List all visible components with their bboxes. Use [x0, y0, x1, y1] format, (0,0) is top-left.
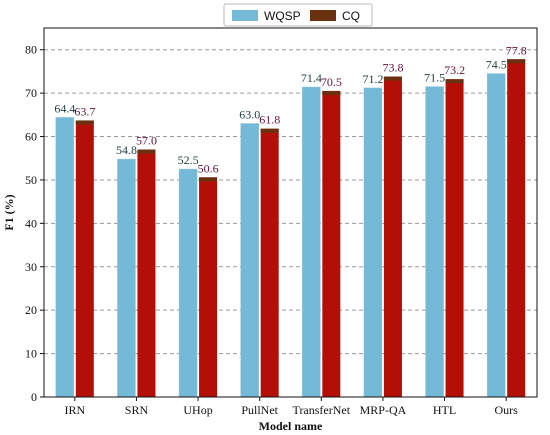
bar-cq-cap [260, 128, 279, 133]
bar-wqsp-uhop [178, 168, 198, 398]
y-tick-label: 50 [25, 173, 37, 187]
y-tick-label: 70 [25, 86, 37, 100]
bar-cq-cap [322, 90, 341, 95]
y-tick-label: 30 [25, 260, 37, 274]
bar-cq-mrp-qa [383, 76, 402, 397]
bar-wqsp-srn [117, 158, 136, 398]
bar-cq-irn [75, 120, 94, 398]
legend-label-cq: CQ [342, 9, 360, 23]
bar-cq-cap [137, 149, 156, 154]
bar-cq-uhop [199, 177, 218, 397]
value-label-cq: 73.2 [444, 63, 465, 77]
x-tick-label: IRN [64, 403, 85, 417]
value-label-wqsp: 71.4 [301, 71, 322, 85]
value-label-wqsp: 52.5 [178, 153, 199, 167]
x-tick-label: TransferNet [293, 403, 351, 417]
value-label-wqsp: 71.5 [424, 71, 445, 85]
x-tick-label: UHop [183, 403, 212, 417]
y-axis-title: F1 (%) [2, 194, 16, 230]
y-tick-label: 60 [25, 130, 37, 144]
value-label-wqsp: 63.0 [239, 108, 260, 122]
x-tick-label: MRP-QA [360, 403, 407, 417]
grid-lines [44, 49, 537, 355]
x-tick-label: PullNet [241, 403, 278, 417]
axes-layer: 0 10 20 30 40 50 60 70 80 IRN SRN UHop PullNet Transf… [2, 27, 538, 433]
bar-cq-cap [445, 79, 464, 84]
x-tick-label: SRN [125, 403, 149, 417]
value-label-cq: 63.7 [74, 104, 95, 118]
bar-wqsp-htl [425, 86, 444, 398]
value-label-cq: 73.8 [382, 61, 403, 75]
bar-wqsp-ours [486, 73, 506, 398]
x-tick-label: HTL [433, 403, 456, 417]
value-label-cq: 57.0 [136, 134, 157, 148]
value-label-cq: 70.5 [321, 75, 342, 89]
legend-swatch-cq [310, 10, 336, 21]
bar-cq-ours [507, 59, 526, 397]
value-label-cq: 50.6 [198, 161, 219, 175]
bar-cq-srn [137, 149, 156, 397]
x-tick-label: Ours [495, 403, 519, 417]
plot-frame [43, 27, 538, 398]
bar-wqsp-irn [55, 117, 75, 398]
value-label-wqsp: 54.8 [116, 143, 137, 157]
value-label-cq: 61.8 [259, 113, 280, 127]
value-label-wqsp: 71.2 [362, 72, 383, 86]
bar-wqsp-pullnet [240, 123, 259, 398]
bar-wqsp-transfernet [302, 86, 321, 398]
bar-cq-pullnet [260, 128, 279, 397]
bar-cq-htl [445, 79, 464, 397]
bar-cq-cap [199, 177, 218, 182]
bar-wqsp-mrp-qa [363, 87, 383, 398]
y-tick-label: 20 [25, 303, 37, 317]
x-axis-title: Model name [259, 419, 323, 433]
bar-cq-cap [507, 59, 526, 64]
bars-layer [55, 59, 526, 398]
legend-label-wqsp: WQSP [264, 9, 301, 23]
value-label-wqsp: 74.5 [486, 58, 507, 72]
bar-cq-transfernet [322, 90, 341, 398]
y-tick-label: 0 [31, 390, 37, 404]
y-tick-label: 40 [25, 216, 37, 230]
value-label-wqsp: 64.4 [54, 101, 75, 115]
y-tick-label: 10 [25, 347, 37, 361]
bar-cq-cap [383, 76, 402, 81]
y-tick-label: 80 [25, 43, 37, 57]
value-label-cq: 77.8 [506, 43, 527, 57]
value-labels-layer: 64.4 63.7 54.857.0 52.550.6 63.0 61.8 71.4 70.5… [54, 43, 526, 175]
legend: WQSP CQ [223, 3, 373, 27]
legend-swatch-wqsp [232, 10, 258, 21]
bar-cq-cap [75, 120, 94, 125]
